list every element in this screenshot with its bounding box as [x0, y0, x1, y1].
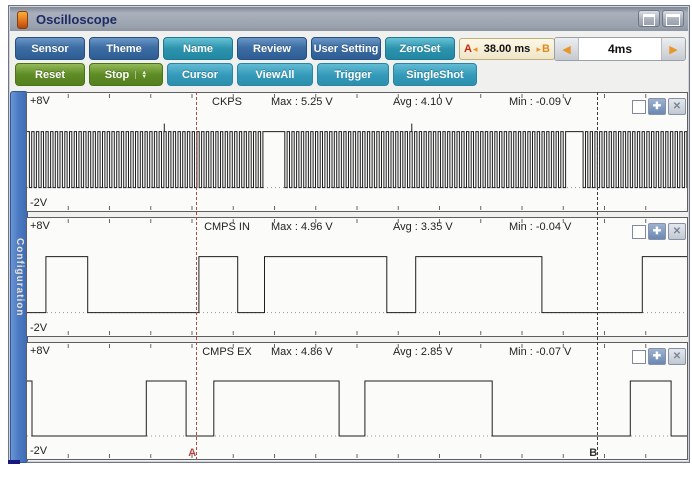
review-button[interactable]: Review [237, 37, 307, 60]
theme-button[interactable]: Theme [89, 37, 159, 60]
avg-value-label: Avg : 4.10 V [393, 96, 453, 108]
scale-bottom-label: -2V [30, 322, 48, 334]
viewall-button[interactable]: ViewAll [237, 63, 313, 86]
cmps-in-waveform [27, 219, 687, 335]
channel-move-button[interactable]: ✚ [648, 223, 666, 240]
min-value-label: Min : -0.04 V [509, 221, 572, 233]
ab-delta-value: 38.00 ms [483, 43, 531, 55]
min-value-label: Min : -0.07 V [509, 346, 572, 358]
cursor-button[interactable]: Cursor [167, 63, 233, 86]
avg-value-label: Avg : 3.35 V [393, 221, 453, 233]
cursor-b-label: B [542, 43, 550, 55]
scale-bottom-label: -2V [30, 445, 48, 457]
max-value-label: Max : 4.86 V [271, 346, 333, 358]
ab-time-readout: A ◂ 38.00 ms ▸ B [459, 38, 555, 60]
channel-visibility-checkbox[interactable] [632, 225, 646, 239]
configuration-tab-label: Configuration [14, 237, 25, 317]
app-icon [17, 11, 28, 29]
name-button[interactable]: Name [163, 37, 233, 60]
scale-bottom-label: -2V [30, 197, 48, 209]
min-value-label: Min : -0.09 V [509, 96, 572, 108]
max-value-label: Max : 5.25 V [271, 96, 333, 108]
channel-move-button[interactable]: ✚ [648, 348, 666, 365]
user-setting-button[interactable]: User Setting [311, 37, 381, 60]
cursor-b-line[interactable]: B [589, 92, 598, 460]
ab-right-arrow-icon[interactable]: ▸ [536, 43, 542, 54]
oscilloscope-window: Oscilloscope Sensor Theme Name Review Us… [8, 5, 690, 463]
stop-button[interactable]: Stop ▲ ▼ [89, 63, 163, 86]
channel-ckps: +8V CKPS Max : 5.25 V Avg : 4.10 V Min :… [26, 92, 688, 212]
scale-top-label: +8V [30, 95, 50, 107]
singleshot-button[interactable]: SingleShot [393, 63, 477, 86]
toolbar-row-2: Reset Stop ▲ ▼ Cursor ViewAll Trigger Sin… [15, 63, 477, 86]
scale-top-label: +8V [30, 220, 50, 232]
restore-icon [643, 14, 655, 26]
toolbar-row-1: Sensor Theme Name Review User Setting Ze… [15, 37, 455, 60]
timebase-decrease-button[interactable]: ◀ [555, 38, 579, 60]
timebase-spinner: ◀ 4ms ▶ [554, 37, 686, 61]
stop-button-label: Stop [104, 68, 130, 81]
stop-spinner-icon[interactable]: ▲ ▼ [135, 70, 147, 80]
ckps-waveform [27, 94, 687, 210]
sensor-button[interactable]: Sensor [15, 37, 85, 60]
trigger-button[interactable]: Trigger [317, 63, 389, 86]
ab-left-arrow-icon[interactable]: ◂ [472, 43, 478, 54]
channel-close-button[interactable]: ✕ [668, 98, 686, 115]
reset-button[interactable]: Reset [15, 63, 85, 86]
title-bar[interactable]: Oscilloscope [10, 7, 688, 31]
window-maximize-button[interactable] [662, 10, 684, 27]
figure-caption [8, 460, 20, 464]
channel-name-label: CMPS IN [204, 221, 250, 233]
cmps-ex-waveform [27, 344, 687, 458]
channel-close-button[interactable]: ✕ [668, 348, 686, 365]
timebase-increase-button[interactable]: ▶ [661, 38, 685, 60]
cursor-a-line[interactable]: A [188, 92, 197, 460]
cursor-overlay: A B [26, 92, 688, 460]
channel-visibility-checkbox[interactable] [632, 350, 646, 364]
channel-cmps-ex: +8V CMPS EX Max : 4.86 V Avg : 2.85 V Mi… [26, 342, 688, 460]
timebase-value: 4ms [607, 42, 633, 56]
channel-name-label: CMPS EX [202, 346, 252, 358]
cursor-a-tag: A [188, 447, 197, 459]
zeroset-button[interactable]: ZeroSet [385, 37, 455, 60]
max-value-label: Max : 4.96 V [271, 221, 333, 233]
cursor-b-tag: B [589, 447, 598, 459]
channel-cmps-in: +8V CMPS IN Max : 4.96 V Avg : 3.35 V Mi… [26, 217, 688, 337]
channel-close-button[interactable]: ✕ [668, 223, 686, 240]
avg-value-label: Avg : 2.85 V [393, 346, 453, 358]
channel-visibility-checkbox[interactable] [632, 100, 646, 114]
scale-top-label: +8V [30, 345, 50, 357]
channel-move-button[interactable]: ✚ [648, 98, 666, 115]
window-restore-button[interactable] [638, 10, 660, 27]
cursor-a-label: A [464, 43, 472, 55]
channel-name-label: CKPS [212, 96, 242, 108]
window-title: Oscilloscope [36, 11, 117, 27]
maximize-icon [666, 14, 680, 26]
